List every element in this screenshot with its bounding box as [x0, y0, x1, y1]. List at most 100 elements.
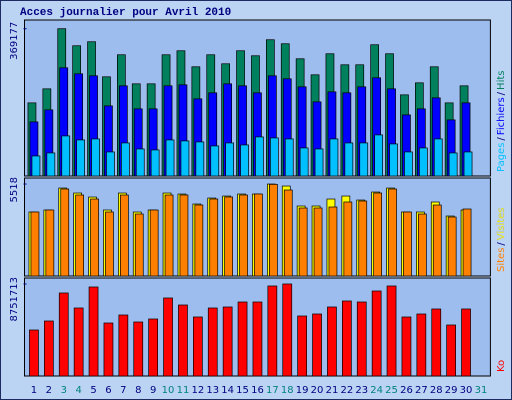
x-tick-label: 3: [61, 385, 67, 396]
x-tick-label: 24: [370, 385, 383, 396]
bar: [240, 144, 249, 177]
bar: [222, 306, 233, 377]
bar: [88, 286, 99, 377]
bar: [343, 201, 353, 277]
bar: [210, 145, 220, 177]
bar: [254, 193, 263, 277]
bar: [344, 142, 354, 177]
x-tick-label: 22: [340, 385, 353, 396]
x-tick-label: 2: [46, 385, 52, 396]
bar: [118, 314, 129, 377]
bar: [134, 213, 144, 277]
x-tick-label: 21: [326, 385, 339, 396]
bar: [163, 297, 173, 377]
bar: [58, 292, 69, 377]
x-tick-label: 30: [460, 385, 473, 396]
y-tick-label: 369177: [9, 22, 20, 60]
bar: [195, 141, 205, 177]
bar: [284, 138, 294, 177]
bar: [43, 320, 54, 377]
bar: [356, 301, 367, 377]
bar: [314, 148, 324, 177]
legend-separator: /: [496, 137, 507, 141]
bar: [328, 206, 338, 277]
legend-entry: Visites: [496, 208, 507, 241]
legend-entry: Hits: [496, 71, 507, 90]
bar: [313, 207, 323, 277]
bar: [237, 301, 248, 377]
legend-entry: Pages: [496, 143, 507, 172]
bar: [179, 194, 189, 277]
legend: Sites /Visites: [496, 208, 507, 272]
bar: [416, 313, 427, 377]
bar: [148, 318, 158, 377]
bar: [207, 307, 218, 377]
x-tick-label: 27: [415, 385, 428, 396]
bar: [75, 194, 85, 277]
bar: [433, 138, 443, 177]
bar: [103, 322, 114, 377]
x-tick-label: 16: [251, 385, 264, 396]
bar: [461, 308, 471, 377]
bar: [371, 290, 382, 377]
bar: [386, 285, 397, 377]
bar: [270, 137, 279, 177]
bar: [267, 285, 278, 377]
x-tick-label: 18: [281, 385, 294, 396]
bar: [432, 204, 442, 277]
bar: [178, 304, 188, 377]
bar: [30, 211, 40, 277]
bar: [209, 198, 219, 277]
bar: [358, 200, 368, 277]
bar: [446, 324, 456, 377]
x-tick-label: 1: [31, 385, 37, 396]
bar: [60, 188, 70, 277]
bar: [224, 196, 233, 277]
legend-entry: Ko: [496, 360, 507, 372]
bar: [29, 329, 39, 377]
x-tick-label: 20: [311, 385, 324, 396]
bar: [329, 138, 339, 177]
bar: [388, 188, 397, 277]
legend-separator: /: [496, 242, 507, 246]
legend: Ko: [496, 360, 507, 372]
chart-title: Acces journalier pour Avril 2010: [20, 7, 231, 19]
bar: [389, 143, 398, 177]
bar: [61, 135, 71, 177]
bar: [312, 313, 322, 377]
x-tick-label: 6: [105, 385, 111, 396]
bar: [462, 208, 472, 277]
x-tick-label: 11: [177, 385, 190, 396]
bar: [255, 136, 264, 177]
bar: [165, 139, 175, 177]
bar: [463, 151, 473, 177]
bar: [431, 308, 442, 377]
bar: [120, 142, 130, 177]
bar: [297, 315, 307, 377]
bar: [45, 209, 55, 277]
x-tick-label: 4: [75, 385, 81, 396]
bar: [419, 147, 428, 177]
bar: [404, 151, 413, 177]
x-tick-label: 9: [150, 385, 156, 396]
bar: [90, 198, 99, 277]
bar: [106, 151, 115, 177]
bar: [327, 306, 337, 377]
x-tick-label: 5: [90, 385, 96, 396]
x-tick-label: 19: [296, 385, 309, 396]
bar: [149, 209, 159, 277]
x-tick-label: 13: [206, 385, 219, 396]
bar: [403, 211, 412, 277]
x-tick-label: 15: [236, 385, 249, 396]
bar: [76, 139, 86, 177]
bar: [401, 316, 412, 377]
legend-separator: /: [496, 91, 507, 95]
bar: [298, 207, 308, 277]
y-tick-label: 5518: [9, 177, 20, 202]
x-tick-label: 10: [162, 385, 175, 396]
y-tick-label: 8751713: [9, 277, 20, 322]
bar: [373, 192, 382, 277]
bar: [374, 134, 383, 177]
x-tick-label: 8: [135, 385, 141, 396]
